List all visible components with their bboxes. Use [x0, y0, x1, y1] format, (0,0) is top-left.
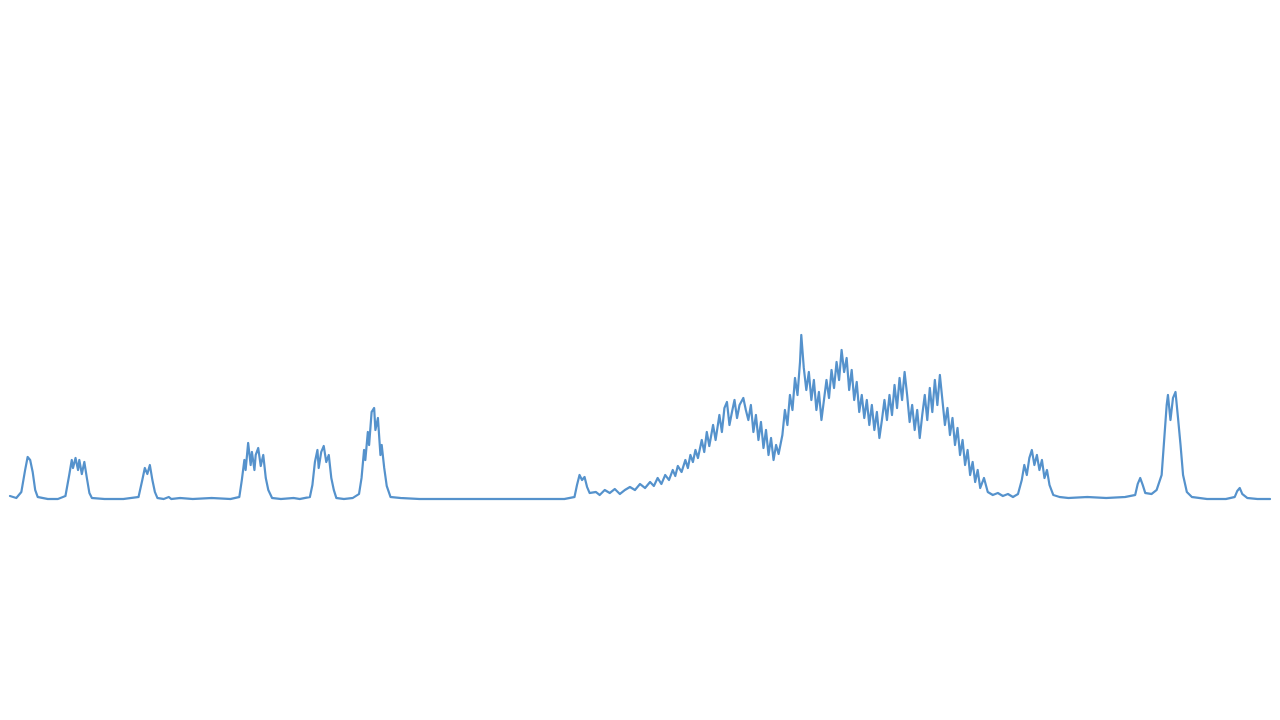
chart-svg: [0, 0, 1280, 720]
line-chart: [0, 0, 1280, 720]
